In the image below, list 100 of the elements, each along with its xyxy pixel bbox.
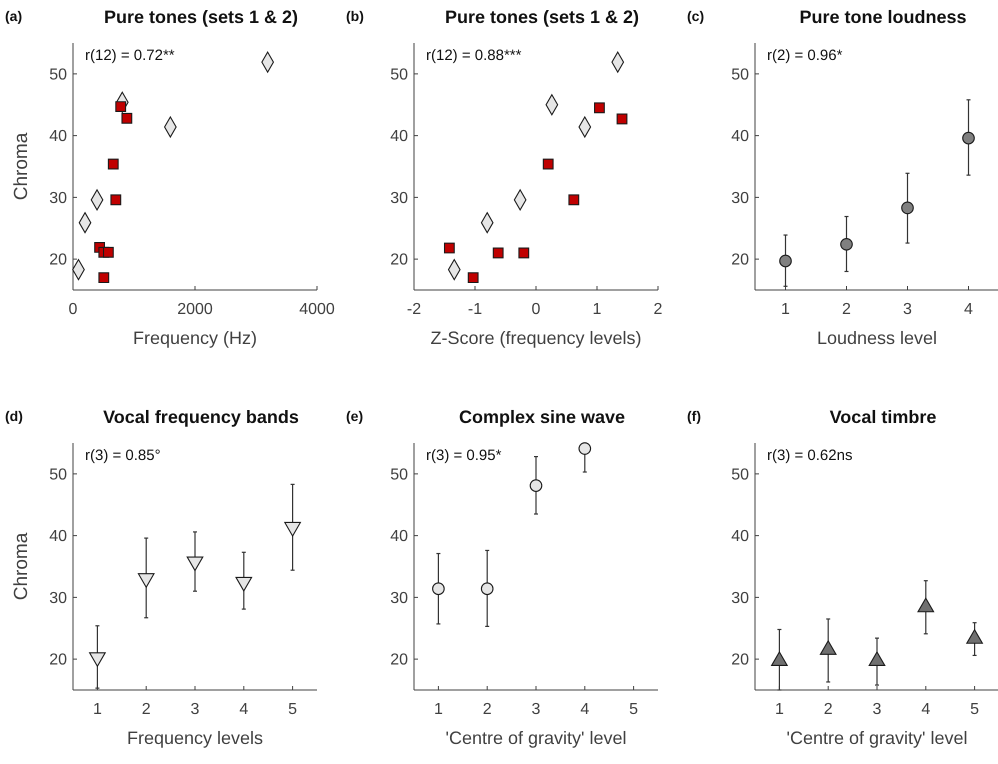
annotation: r(3) = 0.62ns — [767, 447, 852, 464]
point — [578, 442, 592, 455]
x-tick-label: 3 — [872, 701, 882, 718]
x-axis-title: 'Centre of gravity' level — [786, 728, 968, 748]
x-tick-label: -2 — [406, 301, 422, 318]
y-tick-label: 20 — [731, 652, 750, 669]
point — [108, 158, 119, 170]
point — [868, 651, 886, 666]
x-tick-label: 5 — [288, 701, 298, 718]
y-tick-label: 20 — [390, 252, 408, 269]
y-tick-label: 20 — [390, 652, 408, 669]
point — [542, 158, 554, 170]
x-tick-label: -1 — [468, 301, 482, 318]
chart-title: Vocal timbre — [830, 407, 936, 427]
y-tick-label: 30 — [731, 590, 750, 607]
text: (b) — [346, 8, 364, 24]
x-tick-label: 4000 — [299, 301, 335, 318]
y-tick-label: 40 — [390, 128, 408, 146]
point — [771, 651, 788, 666]
text: (c) — [687, 8, 704, 24]
point — [962, 132, 975, 144]
x-tick-label: 5 — [970, 701, 980, 718]
point — [432, 582, 445, 596]
chart-title: Pure tone loudness — [799, 7, 967, 27]
y-tick-label: 50 — [49, 466, 68, 484]
x-tick-label: 1 — [592, 301, 602, 318]
y-tick-label: 50 — [731, 466, 750, 484]
point — [102, 246, 114, 258]
chart-title: Vocal frequency bands — [103, 407, 299, 427]
y-tick-label: 20 — [731, 252, 750, 269]
y-tick-label: 50 — [49, 66, 68, 84]
point — [530, 479, 542, 492]
y-axis-title: Chroma — [11, 132, 32, 200]
y-tick-label: 40 — [731, 528, 750, 546]
point — [444, 242, 455, 254]
x-tick-label: 4 — [239, 701, 248, 718]
point — [917, 598, 934, 612]
x-tick-label: 2 — [654, 301, 663, 318]
x-tick-label: 3 — [532, 701, 541, 718]
x-tick-label: 4 — [964, 301, 974, 318]
point — [616, 114, 628, 124]
point — [98, 272, 110, 284]
y-tick-label: 40 — [390, 528, 408, 546]
point — [235, 576, 252, 592]
y-tick-label: 50 — [731, 66, 750, 84]
y-tick-label: 30 — [49, 590, 68, 607]
x-tick-label: 1 — [92, 701, 102, 718]
y-tick-label: 40 — [731, 128, 750, 146]
x-axis-title: 'Centre of gravity' level — [446, 728, 626, 748]
point — [594, 102, 605, 114]
x-tick-label: 2 — [482, 701, 492, 718]
x-tick-label: 0 — [532, 301, 541, 318]
text: (f) — [687, 408, 701, 424]
y-tick-label: 50 — [390, 466, 408, 484]
text: (e) — [346, 408, 364, 424]
x-axis-title: Loudness level — [816, 328, 938, 348]
point — [568, 194, 580, 206]
point — [186, 556, 204, 572]
x-axis-title: Frequency (Hz) — [132, 328, 258, 348]
y-tick-label: 40 — [49, 128, 68, 146]
text: (a) — [5, 8, 22, 24]
point — [284, 522, 301, 537]
point — [468, 272, 479, 284]
point — [779, 254, 792, 268]
y-axis-title: Chroma — [11, 532, 32, 600]
point — [966, 629, 983, 644]
chart-title: Pure tones (sets 1 & 2) — [444, 7, 640, 27]
annotation: r(12) = 0.88*** — [426, 47, 522, 64]
x-tick-label: 0 — [68, 301, 78, 318]
y-tick-label: 20 — [49, 652, 68, 669]
x-tick-label: 1 — [781, 301, 790, 318]
annotation: r(2) = 0.96* — [767, 47, 843, 64]
x-tick-label: 2000 — [177, 301, 213, 318]
x-axis-title: Z-Score (frequency levels) — [430, 328, 642, 348]
point — [820, 640, 837, 655]
x-tick-label: 4 — [921, 701, 930, 718]
x-tick-label: 2 — [142, 701, 151, 718]
x-tick-label: 1 — [774, 701, 784, 718]
x-tick-label: 2 — [842, 301, 852, 318]
x-tick-label: 3 — [903, 301, 912, 318]
point — [110, 194, 122, 206]
y-tick-label: 20 — [49, 252, 68, 269]
point — [121, 112, 132, 124]
x-axis-title: Frequency levels — [126, 728, 264, 748]
point — [840, 238, 853, 251]
annotation: r(3) = 0.85° — [85, 447, 161, 464]
x-tick-label: 1 — [434, 701, 443, 718]
annotation: r(3) = 0.95* — [426, 447, 502, 464]
y-tick-label: 30 — [731, 190, 750, 207]
point — [480, 582, 494, 596]
y-tick-label: 40 — [49, 528, 68, 546]
x-tick-label: 5 — [629, 701, 638, 718]
text: (d) — [5, 408, 23, 424]
y-tick-label: 50 — [390, 66, 408, 84]
x-tick-label: 4 — [580, 701, 590, 718]
y-tick-label: 30 — [49, 190, 68, 207]
point — [901, 202, 914, 214]
point — [89, 652, 106, 667]
annotation: r(12) = 0.72** — [85, 47, 175, 64]
x-tick-label: 3 — [190, 701, 200, 718]
